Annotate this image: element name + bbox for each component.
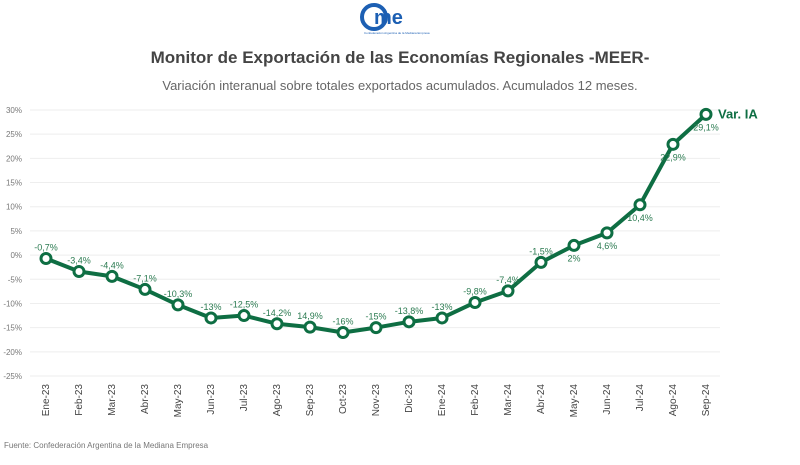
chart-title: Monitor de Exportación de las Economías …	[150, 48, 650, 67]
data-label: -14,2%	[263, 308, 292, 318]
y-tick-label: 20%	[6, 154, 22, 163]
y-tick-label: -15%	[3, 324, 22, 333]
data-label: -15%	[365, 312, 386, 322]
data-point	[138, 282, 152, 296]
data-point	[336, 325, 350, 339]
x-tick-label: Ene-24	[437, 384, 448, 417]
data-label: 22,9%	[660, 152, 686, 162]
x-tick-label: Oct-23	[338, 384, 349, 414]
data-label: -9,8%	[463, 286, 487, 296]
data-point	[699, 107, 713, 121]
data-label: 29,1%	[693, 122, 719, 132]
x-tick-label: Jul-24	[635, 384, 646, 412]
data-label: -0,7%	[34, 242, 58, 252]
data-point	[369, 321, 383, 335]
x-tick-label: Feb-24	[470, 384, 481, 416]
x-tick-label: Feb-23	[74, 384, 85, 416]
data-label: -16%	[332, 316, 353, 326]
data-label: -7,4%	[496, 275, 520, 285]
cme-logo: me Confederación Argentina de la Mediana…	[360, 3, 430, 35]
x-tick-label: Jun-24	[602, 384, 613, 415]
data-label: 10,4%	[627, 213, 653, 223]
data-point	[600, 226, 614, 240]
x-tick-label: Dic-23	[404, 384, 415, 413]
x-tick-label: Ene-23	[41, 384, 52, 417]
y-tick-label: 30%	[6, 106, 22, 115]
y-tick-label: -5%	[8, 275, 22, 284]
svg-text:Confederación Argentina de la: Confederación Argentina de la Mediana Em…	[364, 31, 430, 35]
data-point	[270, 317, 284, 331]
x-tick-label: May-24	[569, 384, 580, 418]
y-tick-label: 25%	[6, 130, 22, 139]
y-tick-label: 10%	[6, 203, 22, 212]
x-tick-label: Jun-23	[206, 384, 217, 415]
data-point	[303, 320, 317, 334]
data-label: -13%	[431, 302, 452, 312]
source-note: Fuente: Confederación Argentina de la Me…	[4, 441, 209, 450]
data-point	[237, 309, 251, 323]
x-tick-label: May-23	[173, 384, 184, 418]
data-label: -7,1%	[133, 273, 157, 283]
y-tick-label: 5%	[10, 227, 22, 236]
x-tick-label: Sep-23	[305, 384, 316, 417]
y-tick-label: 15%	[6, 179, 22, 188]
data-point	[39, 251, 53, 265]
data-label: -3,4%	[67, 256, 91, 266]
data-label: -4,4%	[100, 260, 124, 270]
line-chart: 30% 25% 20% 15% 10% 5% 0% -5% -10% -15% -20% -25% En…	[3, 106, 758, 418]
x-tick-label: Mar-24	[503, 384, 514, 416]
data-point	[633, 198, 647, 212]
data-point	[534, 255, 548, 269]
data-point	[72, 265, 86, 279]
data-label: -13%	[200, 302, 221, 312]
data-label: -10,3%	[164, 289, 193, 299]
data-label: -12,5%	[230, 300, 259, 310]
x-tick-label: Nov-23	[371, 384, 382, 417]
x-tick-label: Mar-23	[107, 384, 118, 416]
data-point	[204, 311, 218, 325]
data-point	[171, 298, 185, 312]
data-label: -13,8%	[395, 306, 424, 316]
data-label: -1,5%	[529, 246, 553, 256]
x-tick-label: Ago-23	[272, 384, 283, 417]
data-point	[435, 311, 449, 325]
data-label: 4,6%	[597, 241, 618, 251]
y-tick-label: -20%	[3, 348, 22, 357]
x-tick-label: Jul-23	[239, 384, 250, 412]
x-tick-label: Ago-24	[668, 384, 679, 417]
y-tick-label: -25%	[3, 372, 22, 381]
y-tick-label: -10%	[3, 299, 22, 308]
y-tick-label: 0%	[10, 251, 22, 260]
data-point	[402, 315, 416, 329]
x-tick-label: Abr-23	[140, 384, 151, 414]
data-point	[666, 137, 680, 151]
series-line	[45, 112, 708, 335]
x-tick-label: Sep-24	[701, 384, 712, 417]
data-label: 14,9%	[297, 311, 323, 321]
data-point	[567, 238, 581, 252]
data-label: 2%	[567, 253, 580, 263]
svg-text:me: me	[374, 7, 403, 29]
chart-subtitle: Variación interanual sobre totales expor…	[162, 78, 638, 93]
data-point	[468, 295, 482, 309]
data-point	[105, 269, 119, 283]
x-tick-label: Abr-24	[536, 384, 547, 414]
series-label: Var. IA	[718, 106, 758, 121]
data-point	[501, 284, 515, 298]
